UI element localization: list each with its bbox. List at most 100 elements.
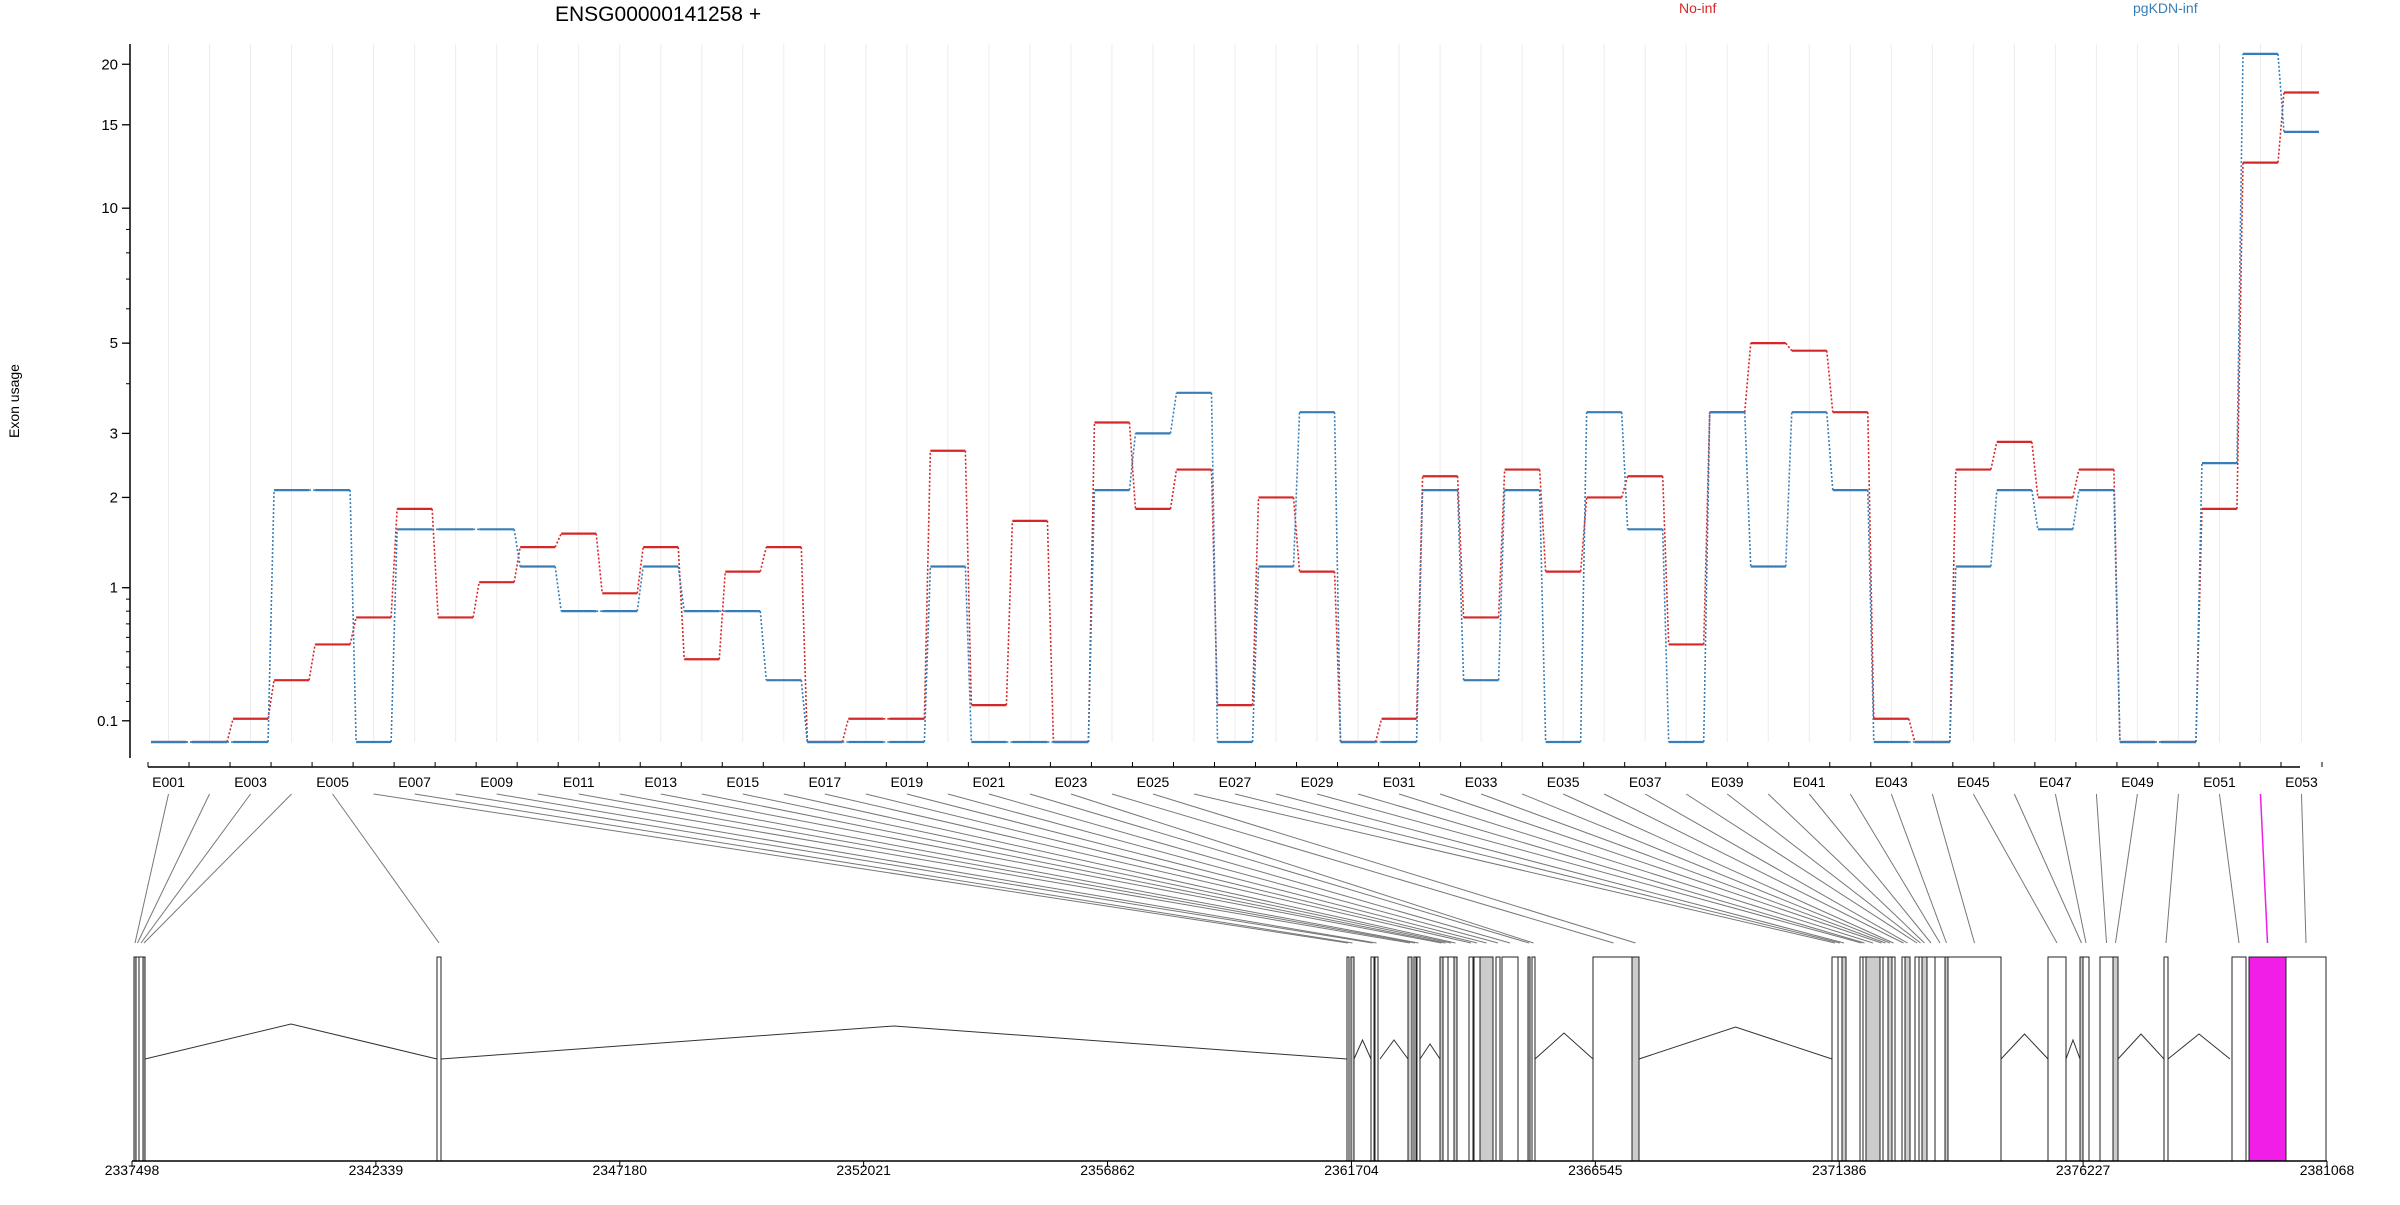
- exon-connector-line: [1234, 793, 1841, 944]
- series-0-connector: [718, 571, 727, 660]
- x-tick-label: E023: [1055, 774, 1088, 790]
- exon-box: [1921, 956, 1928, 1162]
- series-0-connector: [1866, 412, 1875, 719]
- exon-box: [2231, 956, 2247, 1162]
- series-1-connector: [1784, 412, 1793, 567]
- exon-box: [1891, 956, 1896, 1162]
- series-0-connector: [1785, 342, 1793, 352]
- x-tick-label: E027: [1219, 774, 1252, 790]
- exon-box: [2285, 956, 2327, 1162]
- series-0-connector: [431, 508, 439, 618]
- exon-connector-line: [1562, 793, 1894, 944]
- intron-line: [144, 1023, 438, 1060]
- series-0-connector: [1661, 476, 1670, 645]
- x-tick-label: E049: [2121, 774, 2154, 790]
- exon-box: [1413, 956, 1417, 1162]
- exon-connector-line: [1111, 793, 1614, 944]
- x-tick-label: E043: [1875, 774, 1908, 790]
- series-1-connector: [677, 566, 686, 612]
- series-0-connector: [1620, 476, 1629, 498]
- exon-box: [1592, 956, 1635, 1162]
- series-1-connector: [1866, 490, 1875, 743]
- exon-connector-line: [1931, 793, 1975, 944]
- exon-connector-line: [496, 793, 1377, 944]
- series-0-connector: [1702, 412, 1711, 645]
- series-0-connector: [595, 533, 604, 594]
- exon-box: [2047, 956, 2067, 1162]
- exon-box: [1416, 956, 1421, 1162]
- exon-connector-line: [906, 793, 1487, 944]
- x-tick-label: E001: [152, 774, 185, 790]
- exon-box: [138, 956, 144, 1162]
- exon-connector-line: [332, 793, 440, 944]
- exon-box: [1926, 956, 1936, 1162]
- exon-connector-line: [414, 793, 1353, 944]
- exon-box: [1841, 956, 1847, 1162]
- genomic-tick-label: 2376227: [2056, 1162, 2111, 1178]
- series-1-connector: [759, 611, 768, 681]
- exon-connector-line: [1972, 793, 2058, 944]
- exon-box: [1479, 956, 1494, 1162]
- x-tick-label: E045: [1957, 774, 1990, 790]
- exon-connector-line: [1357, 793, 1865, 944]
- exon-connector-line: [143, 793, 292, 944]
- y-axis-label: Exon usage: [6, 364, 22, 438]
- exon-connector-line: [742, 793, 1452, 944]
- y-tick-label: 10: [101, 200, 118, 217]
- x-tick-label: E047: [2039, 774, 2072, 790]
- exon-box: [2082, 956, 2090, 1162]
- series-0-connector: [759, 546, 768, 572]
- exon-box: [1473, 956, 1481, 1162]
- series-0-connector: [1456, 476, 1465, 618]
- exon-connector-line: [1193, 793, 1836, 944]
- genomic-tick-label: 2371386: [1812, 1162, 1867, 1178]
- series-1-connector: [1415, 490, 1424, 743]
- exon-box: [2112, 956, 2119, 1162]
- series-0-connector: [2236, 162, 2244, 509]
- x-tick-label: E051: [2203, 774, 2236, 790]
- genomic-tick-label: 2337498: [105, 1162, 160, 1178]
- exon-connector-line: [1767, 793, 1925, 944]
- exon-connector-line: [1685, 793, 1918, 944]
- series-0-connector: [1251, 497, 1260, 706]
- exon-connector-line: [1070, 793, 1534, 944]
- series-0-connector: [1743, 343, 1752, 413]
- x-tick-label: E007: [398, 774, 431, 790]
- series-0-connector: [1579, 497, 1588, 572]
- intron-line: [1638, 1026, 1833, 1060]
- exon-connector-line: [619, 793, 1419, 944]
- exon-box: [1346, 956, 1350, 1162]
- exon-connector-line: [134, 793, 169, 944]
- exon-box: [1447, 956, 1455, 1162]
- exon-connector-line: [1275, 793, 1845, 944]
- exon-connector-line: [2218, 793, 2240, 944]
- intron-line: [1534, 1032, 1594, 1060]
- exon-box: [1370, 956, 1375, 1162]
- y-tick-label: 3: [110, 425, 118, 442]
- series-0-connector: [677, 547, 686, 660]
- x-tick-label: E019: [890, 774, 923, 790]
- series-1-connector: [390, 529, 398, 743]
- series-0-connector: [2031, 441, 2039, 498]
- y-tick-label: 0.1: [97, 713, 118, 730]
- series-0-connector: [964, 450, 973, 706]
- series-0-connector: [1005, 520, 1014, 706]
- exon-box: [1453, 956, 1458, 1162]
- x-tick-label: E021: [973, 774, 1006, 790]
- exon-connector-line: [2013, 793, 2082, 944]
- exon-connector-line: [140, 793, 251, 944]
- series-1-connector: [1743, 412, 1752, 567]
- exon-connector-line: [988, 793, 1511, 944]
- series-1-connector: [1825, 412, 1834, 491]
- intron-line: [2065, 1038, 2081, 1060]
- exon-connector-line: [1316, 793, 1862, 944]
- intron-line: [1379, 1039, 1409, 1060]
- intron-line: [440, 1025, 1348, 1060]
- x-tick-label: E039: [1711, 774, 1744, 790]
- x-tick-label: E011: [563, 774, 595, 790]
- exon-box: [2099, 956, 2114, 1162]
- exon-box: [2163, 956, 2169, 1162]
- series-0-connector: [1087, 422, 1096, 743]
- x-tick-label: E029: [1301, 774, 1334, 790]
